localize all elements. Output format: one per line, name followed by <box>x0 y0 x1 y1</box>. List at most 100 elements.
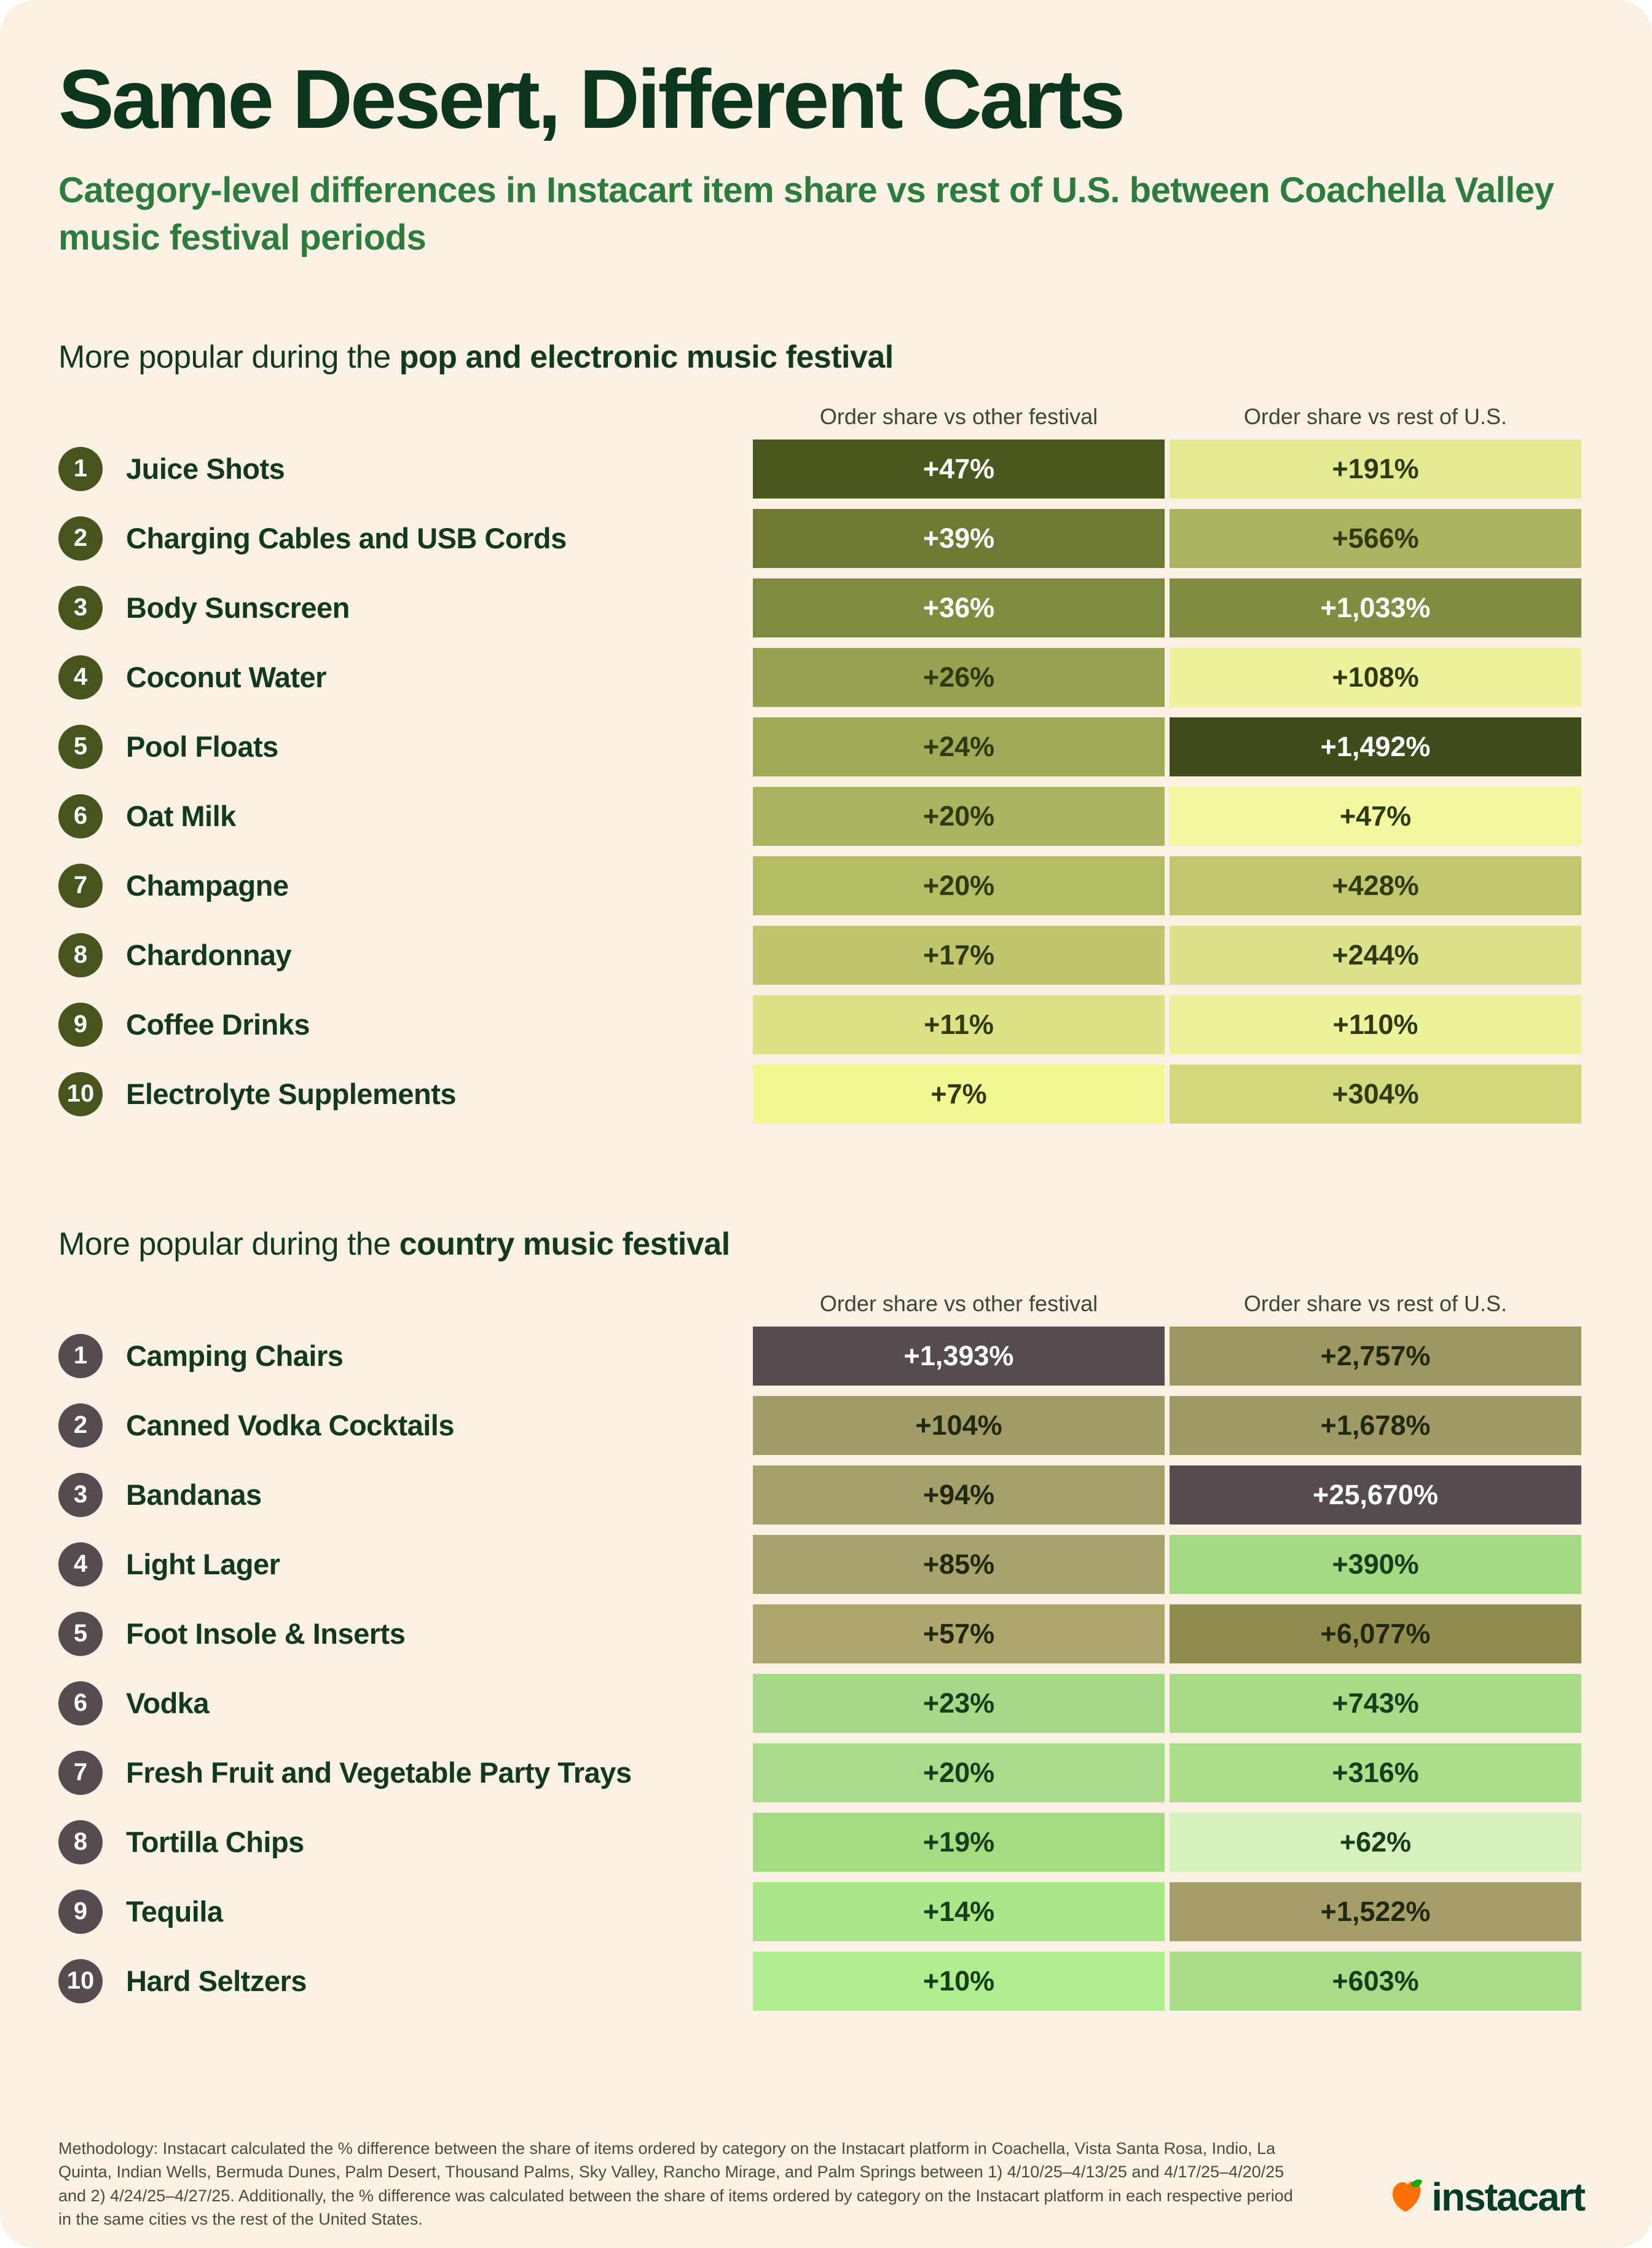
table-row: 7 Fresh Fruit and Vegetable Party Trays +2… <box>58 1743 1584 1802</box>
value-vs-other-festival: +104% <box>753 1395 1165 1455</box>
value-vs-rest-of-us: +62% <box>1170 1812 1581 1872</box>
rank-badge: 1 <box>58 446 103 491</box>
rank-badge: 8 <box>58 933 103 977</box>
column-header-vs-other-festival: Order share vs other festival <box>819 403 1098 429</box>
instacart-logo: instacart <box>1388 2174 1586 2231</box>
value-vs-other-festival: +23% <box>753 1673 1165 1733</box>
rank-badge: 4 <box>58 1542 103 1587</box>
category-label: Bandanas <box>126 1478 262 1512</box>
value-vs-other-festival: +19% <box>753 1812 1165 1872</box>
table-rows: 1 Juice Shots +47% +191% 2 Charging Cables an… <box>58 439 1584 1124</box>
rank-badge: 5 <box>58 1611 103 1656</box>
table-row: 1 Camping Chairs +1,393% +2,757% <box>58 1326 1584 1386</box>
category-label: Canned Vodka Cocktails <box>126 1409 455 1442</box>
category-label: Charging Cables and USB Cords <box>126 522 567 555</box>
rank-badge: 10 <box>58 1958 103 2003</box>
category-label: Light Lager <box>126 1548 280 1581</box>
value-vs-other-festival: +17% <box>753 925 1165 985</box>
category-label: Champagne <box>126 869 289 902</box>
rank-badge: 10 <box>58 1071 103 1116</box>
table-row: 5 Foot Insole & Inserts +57% +6,077% <box>58 1604 1584 1663</box>
table-row: 4 Coconut Water +26% +108% <box>58 647 1584 707</box>
page-subtitle: Category-level differences in Instacart … <box>58 170 1554 258</box>
table-row: 1 Juice Shots +47% +191% <box>58 439 1584 499</box>
value-vs-rest-of-us: +316% <box>1170 1743 1581 1802</box>
table-row: 9 Tequila +14% +1,522% <box>58 1882 1584 1941</box>
table-row: 9 Coffee Drinks +11% +110% <box>58 995 1584 1054</box>
column-headers: Order share vs other festival Order shar… <box>58 404 1584 430</box>
spacer <box>108 404 748 430</box>
value-vs-other-festival: +11% <box>753 995 1165 1054</box>
table-row: 4 Light Lager +85% +390% <box>58 1534 1584 1594</box>
table-row: 3 Body Sunscreen +36% +1,033% <box>58 578 1584 637</box>
rank-badge: 1 <box>58 1333 103 1378</box>
rank-badge: 2 <box>58 516 103 561</box>
value-vs-rest-of-us: +743% <box>1170 1673 1581 1733</box>
value-vs-rest-of-us: +603% <box>1170 1951 1581 2011</box>
rank-badge: 9 <box>58 1889 103 1934</box>
category-label: Fresh Fruit and Vegetable Party Trays <box>126 1756 632 1789</box>
rank-badge: 6 <box>58 794 103 838</box>
value-vs-other-festival: +7% <box>753 1064 1165 1124</box>
value-vs-other-festival: +20% <box>753 856 1165 915</box>
value-vs-rest-of-us: +108% <box>1170 647 1581 707</box>
section-heading-prefix: More popular during the <box>58 339 399 375</box>
section-country: More popular during the country music fe… <box>58 1226 1584 2011</box>
methodology-text: Methodology: Instacart calculated the % … <box>58 2139 1293 2228</box>
section-heading-festival: country music festival <box>399 1226 731 1262</box>
value-vs-other-festival: +20% <box>753 786 1165 846</box>
column-headers: Order share vs other festival Order shar… <box>58 1291 1584 1317</box>
category-label: Pool Floats <box>126 730 278 763</box>
value-vs-other-festival: +94% <box>753 1465 1165 1524</box>
value-vs-other-festival: +10% <box>753 1951 1165 2011</box>
value-vs-rest-of-us: +110% <box>1170 995 1581 1054</box>
value-vs-rest-of-us: +1,678% <box>1170 1395 1581 1455</box>
value-vs-rest-of-us: +244% <box>1170 925 1581 985</box>
table-row: 6 Oat Milk +20% +47% <box>58 786 1584 846</box>
value-vs-other-festival: +1,393% <box>753 1326 1165 1386</box>
value-vs-rest-of-us: +1,492% <box>1170 717 1581 776</box>
value-vs-other-festival: +39% <box>753 508 1165 568</box>
table-row: 8 Tortilla Chips +19% +62% <box>58 1812 1584 1872</box>
table-row: 10 Hard Seltzers +10% +603% <box>58 1951 1584 2011</box>
spacer <box>58 1291 103 1317</box>
value-vs-other-festival: +20% <box>753 1743 1165 1802</box>
value-vs-rest-of-us: +428% <box>1170 856 1581 915</box>
spacer <box>108 1291 748 1317</box>
table-row: 3 Bandanas +94% +25,670% <box>58 1465 1584 1524</box>
rank-badge: 7 <box>58 863 103 908</box>
page-title: Same Desert, Different Carts <box>58 52 1125 146</box>
category-label: Vodka <box>126 1687 210 1720</box>
value-vs-rest-of-us: +6,077% <box>1170 1604 1581 1663</box>
table-row: 8 Chardonnay +17% +244% <box>58 925 1584 985</box>
table-rows: 1 Camping Chairs +1,393% +2,757% 2 Canned Vod… <box>58 1326 1584 2011</box>
rank-badge: 9 <box>58 1002 103 1047</box>
table-row: 6 Vodka +23% +743% <box>58 1673 1584 1733</box>
category-label: Electrolyte Supplements <box>126 1078 457 1111</box>
category-label: Coffee Drinks <box>126 1008 310 1041</box>
category-label: Coconut Water <box>126 661 326 694</box>
category-label: Oat Milk <box>126 800 236 833</box>
value-vs-other-festival: +57% <box>753 1604 1165 1663</box>
rank-badge: 6 <box>58 1681 103 1725</box>
instacart-wordmark: instacart <box>1431 2175 1586 2220</box>
value-vs-rest-of-us: +47% <box>1170 786 1581 846</box>
value-vs-rest-of-us: +304% <box>1170 1064 1581 1124</box>
value-vs-other-festival: +47% <box>753 439 1165 499</box>
table-row: 10 Electrolyte Supplements +7% +304% <box>58 1064 1584 1124</box>
instacart-carrot-icon <box>1388 2178 1424 2217</box>
section-heading: More popular during the pop and electron… <box>58 339 1584 376</box>
category-label: Hard Seltzers <box>126 1965 307 1998</box>
value-vs-rest-of-us: +566% <box>1170 508 1581 568</box>
footer: Methodology: Instacart calculated the % … <box>58 2137 1586 2231</box>
rank-badge: 3 <box>58 585 103 630</box>
rank-badge: 3 <box>58 1472 103 1517</box>
value-vs-rest-of-us: +1,033% <box>1170 578 1581 637</box>
category-label: Body Sunscreen <box>126 591 350 625</box>
value-vs-rest-of-us: +390% <box>1170 1534 1581 1594</box>
rank-badge: 7 <box>58 1750 103 1795</box>
column-header-vs-rest-of-us: Order share vs rest of U.S. <box>1243 403 1508 429</box>
column-header-vs-other-festival: Order share vs other festival <box>819 1290 1098 1316</box>
value-vs-other-festival: +24% <box>753 717 1165 776</box>
